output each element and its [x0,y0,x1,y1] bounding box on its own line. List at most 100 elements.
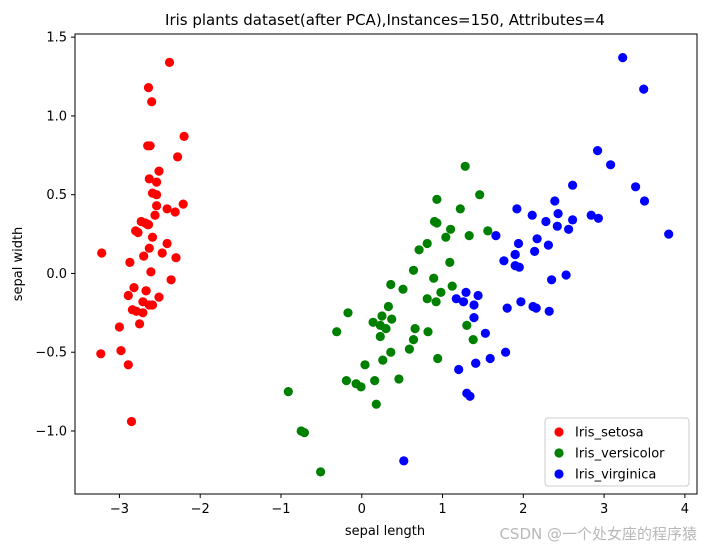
point-iris_versicolor-42 [375,331,385,342]
x-tick-label: 2 [519,502,527,517]
point-iris_virginica-20 [553,209,563,219]
point-iris_virginica-12 [532,234,542,244]
point-iris_setosa-49 [139,251,149,261]
point-iris_versicolor-38 [377,311,387,321]
point-iris_versicolor-16 [410,324,420,334]
point-iris_versicolor-46 [387,314,397,324]
point-iris_setosa-45 [138,308,148,318]
point-iris_versicolor-4 [445,257,455,267]
watermark: CSDN @一个处女座的程序猿 [499,525,697,543]
point-iris_virginica-46 [480,328,490,338]
legend-entry: Iris_virginica [575,468,656,483]
point-iris_virginica-41 [512,204,522,214]
point-iris_virginica-18 [664,229,674,239]
legend-entry: Iris_versicolor [575,447,665,462]
point-iris_virginica-24 [541,216,551,227]
point-iris_setosa-25 [154,292,164,302]
point-iris_setosa-6 [129,283,139,293]
point-iris_versicolor-34 [404,344,414,354]
point-iris_virginica-32 [531,303,541,313]
point-iris_setosa-32 [143,141,153,151]
point-iris_setosa-11 [146,267,156,277]
point-iris_versicolor-14 [343,308,353,318]
point-iris_versicolor-21 [386,279,396,290]
point-iris_setosa-35 [125,257,135,267]
point-iris_versicolor-47 [408,265,419,275]
point-iris_versicolor-31 [341,376,351,386]
point-iris_versicolor-6 [446,224,456,234]
x-tick-label: −3 [110,502,129,517]
point-iris_setosa-46 [152,190,162,200]
x-tick-label: 3 [600,502,608,517]
point-iris_setosa-27 [150,210,160,220]
point-iris_versicolor-40 [394,374,404,384]
point-iris_virginica-37 [510,261,520,271]
point-iris_versicolor-10 [316,467,326,477]
point-iris_setosa-42 [114,322,124,332]
point-iris_versicolor-44 [386,347,396,357]
point-iris_setosa-15 [164,57,175,67]
legend-entry: Iris_setosa [575,426,644,441]
point-iris_setosa-3 [135,319,145,329]
y-tick-label: 0.5 [46,188,67,203]
point-iris_virginica-34 [501,347,511,357]
x-axis-ticks: −3 −2 −1 0 1 2 3 4 [110,494,689,517]
point-iris_setosa-18 [179,131,189,141]
point-iris_setosa-7 [144,243,154,253]
y-axis-ticks: −1.0 −0.5 0.0 0.5 1.0 1.5 [35,31,75,439]
point-iris_virginica-47 [499,256,509,266]
point-iris_virginica-6 [399,456,409,466]
legend-marker [554,448,564,458]
point-iris_virginica-5 [631,182,641,192]
point-iris_virginica-42 [471,358,481,368]
point-iris_versicolor-2 [475,190,485,200]
point-iris_versicolor-24 [414,245,424,255]
point-iris_virginica-23 [469,300,479,310]
point-iris_versicolor-3 [371,399,381,409]
point-iris_virginica-44 [552,221,562,231]
chart-title: Iris plants dataset(after PCA),Instances… [165,11,605,29]
point-iris_versicolor-8 [441,232,451,242]
point-iris_setosa-36 [144,174,154,184]
point-iris_setosa-44 [178,199,188,209]
point-iris_virginica-0 [561,270,571,280]
x-tick-label: 4 [681,502,689,517]
point-iris_setosa-34 [141,286,151,296]
point-iris_versicolor-39 [370,376,380,386]
point-iris_versicolor-11 [398,284,408,294]
x-tick-label: 0 [358,502,366,517]
point-iris_virginica-19 [462,388,472,398]
plot-frame [74,33,698,495]
point-iris_virginica-39 [527,210,537,220]
point-iris_setosa-41 [126,416,137,427]
y-tick-label: 1.5 [46,31,67,46]
point-iris_versicolor-23 [431,297,441,307]
y-tick-label: −0.5 [35,346,67,361]
x-tick-label: −2 [191,502,210,517]
point-iris_virginica-8 [544,306,554,316]
point-iris_virginica-33 [473,290,483,301]
legend: Iris_setosa Iris_versicolor Iris_virginica [544,417,690,487]
point-iris_versicolor-5 [408,335,419,345]
x-tick-label: 1 [438,502,446,517]
point-iris_setosa-2 [123,290,133,301]
point-iris_versicolor-20 [447,281,457,291]
point-iris_virginica-11 [502,303,512,313]
point-iris_setosa-10 [154,166,164,176]
point-iris_virginica-9 [593,146,603,156]
point-iris_versicolor-41 [429,273,439,283]
point-iris_virginica-17 [639,84,649,94]
point-iris_versicolor-49 [381,324,391,334]
point-iris_virginica-49 [469,313,479,323]
point-iris_versicolor-45 [383,301,393,312]
point-iris_virginica-21 [454,364,464,375]
x-tick-label: −1 [271,502,290,517]
points-layer [96,53,674,477]
x-axis-label: sepal length [345,524,425,539]
point-iris_setosa-39 [147,232,158,242]
point-iris_virginica-25 [568,180,578,190]
point-iris_virginica-48 [510,249,520,260]
point-iris_versicolor-18 [433,353,443,364]
point-iris_versicolor-36 [455,204,465,214]
point-iris_virginica-45 [513,238,524,249]
